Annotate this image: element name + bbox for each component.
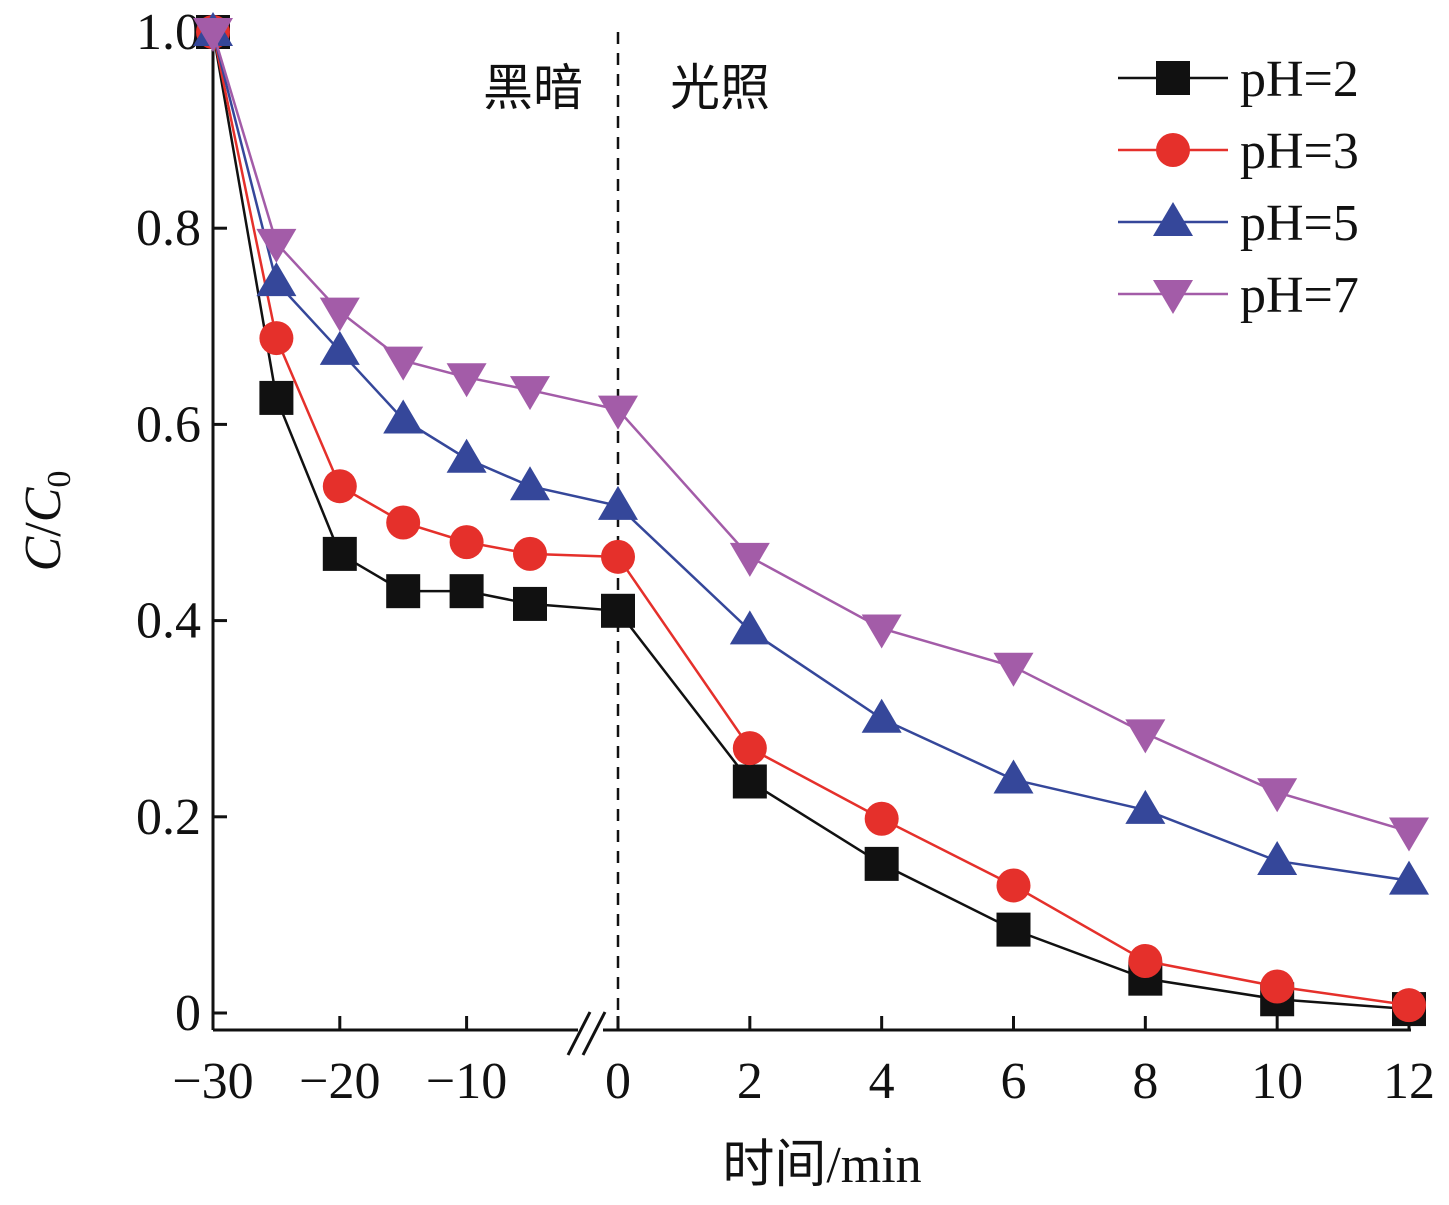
series-line-2 (211, 31, 1410, 882)
series-layer (193, 12, 1429, 1027)
data-point (256, 228, 297, 263)
legend-label: pH=7 (1240, 267, 1359, 324)
legend-marker (1156, 61, 1190, 95)
data-point (259, 321, 294, 356)
region-label-dark: 黑暗 (483, 59, 583, 117)
legend-marker (1153, 202, 1193, 236)
data-point (732, 764, 767, 799)
data-point (996, 868, 1031, 903)
data-point (383, 399, 424, 434)
y-axis-title-subscript: 0 (41, 471, 78, 488)
region-label-light: 光照 (670, 59, 770, 117)
data-point (446, 363, 487, 398)
x-tick-label: 2 (737, 1053, 763, 1110)
x-tick-label: 6 (1001, 1053, 1027, 1110)
data-point (864, 846, 899, 881)
data-point (449, 574, 484, 609)
axis-break-mark (581, 1011, 607, 1056)
legend-marker (1153, 280, 1193, 314)
data-point (729, 610, 770, 645)
data-point (1389, 860, 1429, 895)
x-tick-label: −30 (172, 1053, 253, 1110)
x-tick-label: −10 (426, 1053, 507, 1110)
data-point (861, 698, 902, 733)
data-point (446, 438, 487, 473)
y-tick-label: 0 (175, 985, 201, 1042)
legend: pH=2 pH=3 pH=5 pH=7 (1118, 51, 1359, 324)
legend-label: pH=2 (1240, 51, 1359, 108)
data-point (386, 574, 421, 609)
data-point (259, 380, 294, 415)
data-point (864, 801, 899, 836)
data-point (601, 593, 635, 628)
data-point (256, 262, 297, 297)
data-point (993, 759, 1034, 794)
data-point (993, 652, 1034, 687)
x-tick-label: 12 (1383, 1053, 1435, 1110)
data-point (386, 505, 421, 540)
y-tick-label: 0.4 (136, 593, 201, 650)
data-point (383, 346, 424, 381)
data-point (1389, 817, 1429, 852)
y-axis-title-denominator: C (15, 486, 72, 522)
data-point (322, 536, 357, 571)
x-tick-label: 0 (605, 1053, 631, 1110)
x-tick-label: 10 (1251, 1053, 1303, 1110)
y-tick-label: 0.2 (136, 789, 201, 846)
svg-text:C/C0: C/C0 (15, 471, 78, 572)
data-point (1260, 969, 1295, 1004)
data-point (729, 542, 770, 577)
data-point (1257, 778, 1298, 813)
legend-marker (1156, 133, 1190, 167)
y-axis-title: C/C0 (15, 471, 78, 572)
data-point (193, 18, 233, 52)
data-point (601, 539, 635, 574)
y-axis-title-numerator: C (15, 535, 72, 571)
data-point (319, 330, 360, 365)
data-point (598, 485, 638, 520)
data-point (1125, 789, 1166, 824)
data-point (1392, 988, 1426, 1023)
data-point (513, 586, 547, 621)
x-tick-label: 8 (1132, 1053, 1158, 1110)
data-point (1125, 719, 1166, 754)
data-point (861, 614, 902, 649)
y-tick-label: 0.6 (136, 396, 201, 453)
data-point (510, 376, 550, 411)
y-tick-label: 0.8 (136, 200, 201, 257)
legend-label: pH=3 (1240, 123, 1359, 180)
y-axis-title-slash: / (15, 522, 72, 537)
data-point (598, 395, 638, 430)
legend-label: pH=5 (1240, 195, 1359, 252)
data-point (510, 466, 550, 501)
data-point (732, 731, 767, 766)
y-tick-label: 1.0 (136, 4, 201, 61)
data-point (322, 469, 357, 504)
data-point (1257, 840, 1298, 875)
x-tick-label: −20 (299, 1053, 380, 1110)
x-tick-label: 4 (869, 1053, 895, 1110)
data-point (319, 297, 360, 332)
data-point (449, 525, 484, 560)
data-point (996, 912, 1031, 947)
x-axis-title: 时间/min (722, 1137, 921, 1194)
axes: 0 0.2 0.4 0.6 0.8 1.0 −30 −20 −10 0 2 4 6 8 10 12 (136, 4, 1435, 1110)
axis-break-mark (566, 1011, 592, 1056)
data-point (1128, 944, 1163, 979)
data-point (513, 536, 547, 571)
